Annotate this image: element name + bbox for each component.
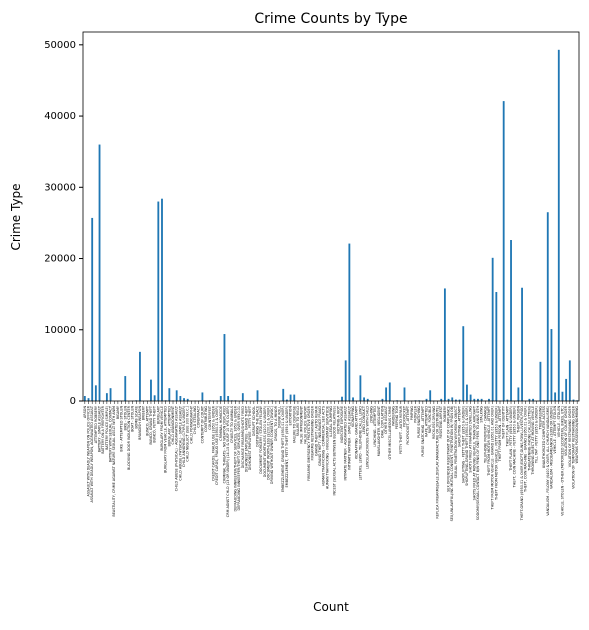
- bar: [161, 199, 163, 401]
- y-tick-label: 20000: [44, 254, 76, 265]
- bar: [293, 395, 295, 401]
- bar: [462, 326, 464, 401]
- bar: [352, 397, 354, 401]
- bar: [389, 382, 391, 401]
- bar: [220, 396, 222, 401]
- bar: [282, 389, 284, 401]
- bar: [290, 395, 292, 401]
- chart-title: Crime Counts by Type: [254, 11, 407, 27]
- bar: [91, 218, 93, 401]
- bar: [359, 375, 361, 401]
- bar: [562, 392, 564, 401]
- bar: [139, 352, 141, 401]
- y-tick-label: 50000: [44, 40, 76, 51]
- bar: [157, 202, 159, 401]
- bar: [150, 380, 152, 401]
- bar: [385, 387, 387, 401]
- bar: [565, 379, 567, 401]
- bar: [404, 387, 406, 401]
- y-tick-label: 10000: [44, 325, 76, 336]
- bar: [341, 397, 343, 401]
- bar: [429, 390, 431, 401]
- bar: [492, 258, 494, 401]
- bar: [363, 397, 365, 401]
- bar: [183, 398, 185, 401]
- bar: [110, 388, 112, 401]
- x-axis-label: Count: [313, 600, 349, 614]
- bar: [554, 392, 556, 401]
- bar: [521, 288, 523, 401]
- bar: [348, 244, 350, 401]
- bar: [547, 212, 549, 401]
- bar: [444, 288, 446, 401]
- bar: [168, 388, 170, 401]
- bar: [558, 50, 560, 401]
- y-tick-label: 30000: [44, 182, 76, 193]
- bar: [466, 385, 468, 401]
- bar: [88, 398, 90, 401]
- x-tick-label: BEASTIALITY, CRIME AGAINST NATURE SEXUAL…: [112, 406, 116, 517]
- bar: [154, 395, 156, 401]
- bar: [503, 101, 505, 401]
- bar: [124, 376, 126, 401]
- bar: [551, 329, 553, 401]
- y-tick-label: 40000: [44, 111, 76, 122]
- bar: [345, 360, 347, 401]
- y-axis-label: Crime Type: [9, 183, 23, 250]
- bar: [510, 240, 512, 401]
- y-tick-label: 0: [70, 396, 76, 407]
- bar: [569, 360, 571, 401]
- bar: [451, 397, 453, 401]
- x-tick-label: WEAPONS POSSESSION/BOMBING: [575, 406, 579, 464]
- bar: [242, 393, 244, 401]
- bar: [95, 385, 97, 401]
- bar: [517, 387, 519, 401]
- bar: [540, 362, 542, 401]
- bar: [106, 393, 108, 401]
- bar: [227, 396, 229, 401]
- bar: [99, 145, 101, 401]
- bar: [470, 395, 472, 401]
- bar: [84, 396, 86, 401]
- bar: [179, 396, 181, 401]
- bar: [176, 390, 178, 401]
- bar: [495, 292, 497, 401]
- bar: [201, 392, 203, 401]
- bar: [257, 390, 259, 401]
- bar: [224, 334, 226, 401]
